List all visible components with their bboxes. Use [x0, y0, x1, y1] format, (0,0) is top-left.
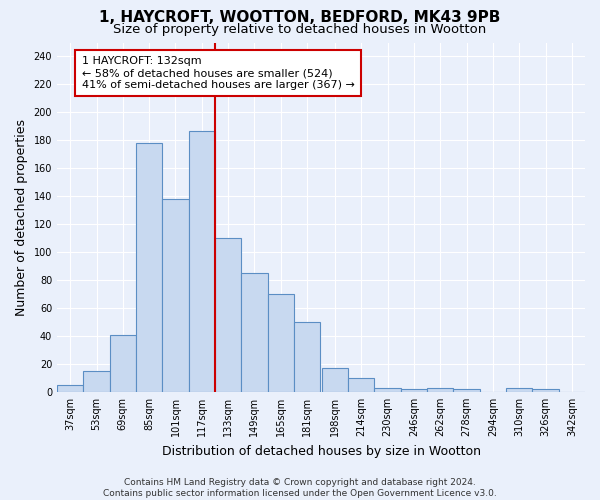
Bar	[401, 389, 427, 392]
Bar	[215, 238, 241, 392]
Bar	[294, 322, 320, 392]
Bar	[454, 389, 480, 392]
Bar	[427, 388, 454, 392]
Bar	[110, 334, 136, 392]
Text: Contains HM Land Registry data © Crown copyright and database right 2024.
Contai: Contains HM Land Registry data © Crown c…	[103, 478, 497, 498]
Text: 1 HAYCROFT: 132sqm
← 58% of detached houses are smaller (524)
41% of semi-detach: 1 HAYCROFT: 132sqm ← 58% of detached hou…	[82, 56, 355, 90]
Bar	[163, 199, 188, 392]
Text: Size of property relative to detached houses in Wootton: Size of property relative to detached ho…	[113, 22, 487, 36]
Bar	[374, 388, 401, 392]
X-axis label: Distribution of detached houses by size in Wootton: Distribution of detached houses by size …	[161, 444, 481, 458]
Y-axis label: Number of detached properties: Number of detached properties	[15, 118, 28, 316]
Bar	[136, 143, 163, 392]
Bar	[57, 385, 83, 392]
Bar	[532, 389, 559, 392]
Bar	[268, 294, 294, 392]
Bar	[188, 130, 215, 392]
Bar	[322, 368, 348, 392]
Bar	[348, 378, 374, 392]
Bar	[506, 388, 532, 392]
Bar	[83, 371, 110, 392]
Bar	[241, 273, 268, 392]
Text: 1, HAYCROFT, WOOTTON, BEDFORD, MK43 9PB: 1, HAYCROFT, WOOTTON, BEDFORD, MK43 9PB	[100, 10, 500, 25]
